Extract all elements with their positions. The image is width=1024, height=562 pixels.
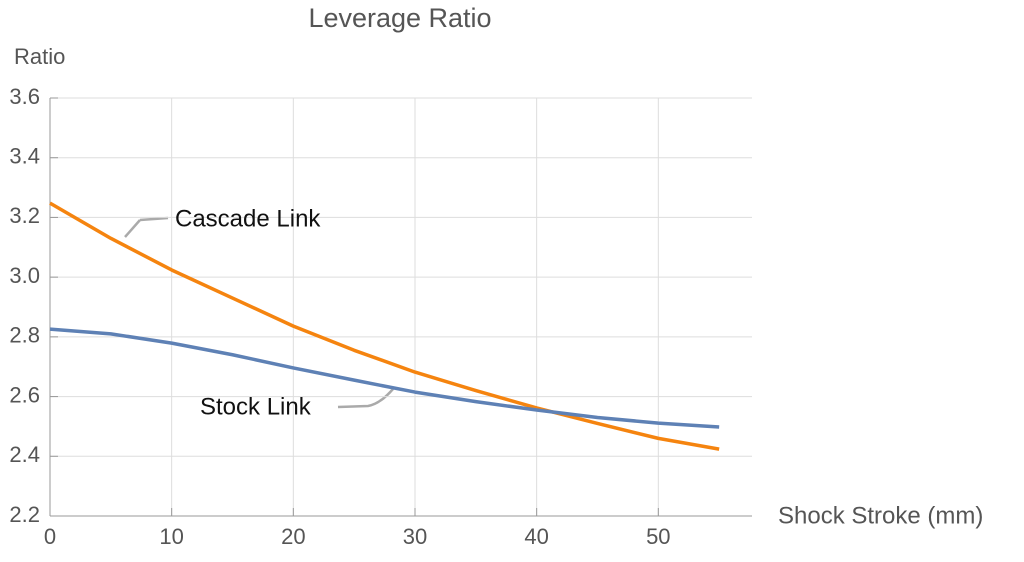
- series-label: Stock Link: [200, 393, 312, 420]
- x-tick-label: 20: [281, 524, 305, 549]
- y-tick-label: 2.2: [9, 502, 40, 527]
- callout-line: [337, 388, 394, 409]
- callout-line: [139, 216, 169, 222]
- chart-title: Leverage Ratio: [308, 3, 491, 33]
- x-tick-label: 0: [44, 524, 56, 549]
- callout-line: [124, 219, 141, 238]
- x-tick-label: 40: [524, 524, 548, 549]
- series-line: [49, 327, 720, 429]
- x-tick-label: 30: [403, 524, 427, 549]
- y-tick-label: 2.8: [9, 323, 40, 348]
- x-axis-label: Shock Stroke (mm): [778, 502, 983, 529]
- y-tick-label: 3.0: [9, 263, 40, 288]
- x-tick-label: 10: [159, 524, 183, 549]
- series-label: Cascade Link: [175, 205, 321, 232]
- y-tick-label: 2.4: [9, 442, 40, 467]
- y-tick-label: 2.6: [9, 382, 40, 407]
- y-tick-label: 3.4: [9, 144, 40, 169]
- series-line: [49, 201, 720, 451]
- y-tick-label: 3.2: [9, 203, 40, 228]
- x-tick-label: 50: [646, 524, 670, 549]
- y-axis-label: Ratio: [14, 44, 65, 69]
- y-tick-label: 3.6: [9, 84, 40, 109]
